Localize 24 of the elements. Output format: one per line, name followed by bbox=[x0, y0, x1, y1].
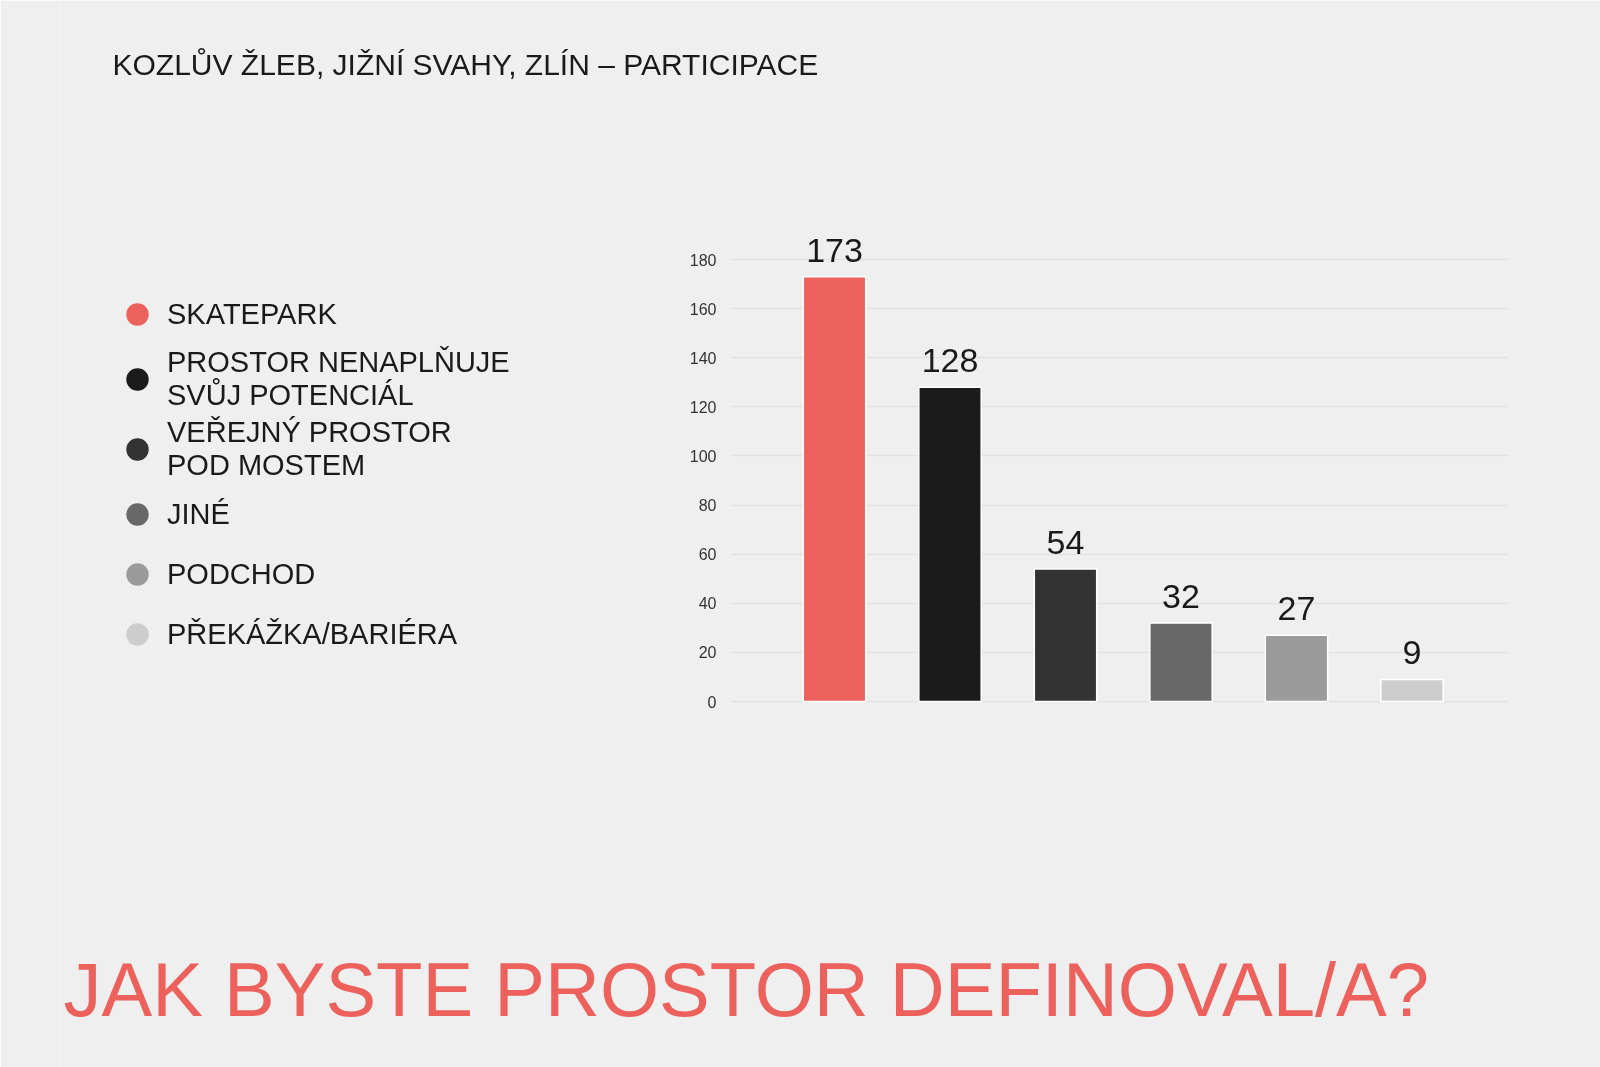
data-label: 128 bbox=[921, 341, 979, 380]
data-label: 54 bbox=[1046, 522, 1085, 561]
y-tick-label: 140 bbox=[689, 349, 717, 367]
data-label: 32 bbox=[1162, 576, 1200, 615]
text: KOZLŮV ŽLEB, JIŽNÍ SVAHY, ZLÍN – PARTICIPACE bbox=[112, 48, 819, 81]
data-label: 173 bbox=[806, 230, 863, 269]
y-tick-label: 160 bbox=[689, 300, 717, 318]
y-tick-label: 60 bbox=[698, 546, 717, 564]
data-label: 9 bbox=[1402, 633, 1422, 672]
y-tick-label: 100 bbox=[689, 447, 717, 465]
y-tick-label: 180 bbox=[689, 251, 717, 269]
legend-label: PŘEKÁŽKA/BARIÉRA bbox=[167, 617, 458, 651]
data-label: 27 bbox=[1277, 589, 1316, 628]
y-tick-label: 0 bbox=[707, 693, 717, 711]
legend-label: SKATEPARK bbox=[167, 297, 337, 331]
legend-label: PODCHOD bbox=[167, 557, 316, 591]
legend-label: VEŘEJNÝ PROSTOR POD MOSTEM bbox=[167, 416, 452, 482]
legend-label: PROSTOR NENAPLŇUJE SVŮJ POTENCIÁL bbox=[167, 346, 510, 412]
y-tick-label: 40 bbox=[698, 595, 717, 613]
y-tick-label: 80 bbox=[698, 497, 717, 515]
text: JAK BYSTE PROSTOR DEFINOVAL/A? bbox=[63, 947, 1430, 1032]
y-tick-label: 20 bbox=[698, 644, 717, 662]
y-tick-label: 120 bbox=[689, 398, 717, 416]
legend-label: JINÉ bbox=[167, 497, 230, 531]
